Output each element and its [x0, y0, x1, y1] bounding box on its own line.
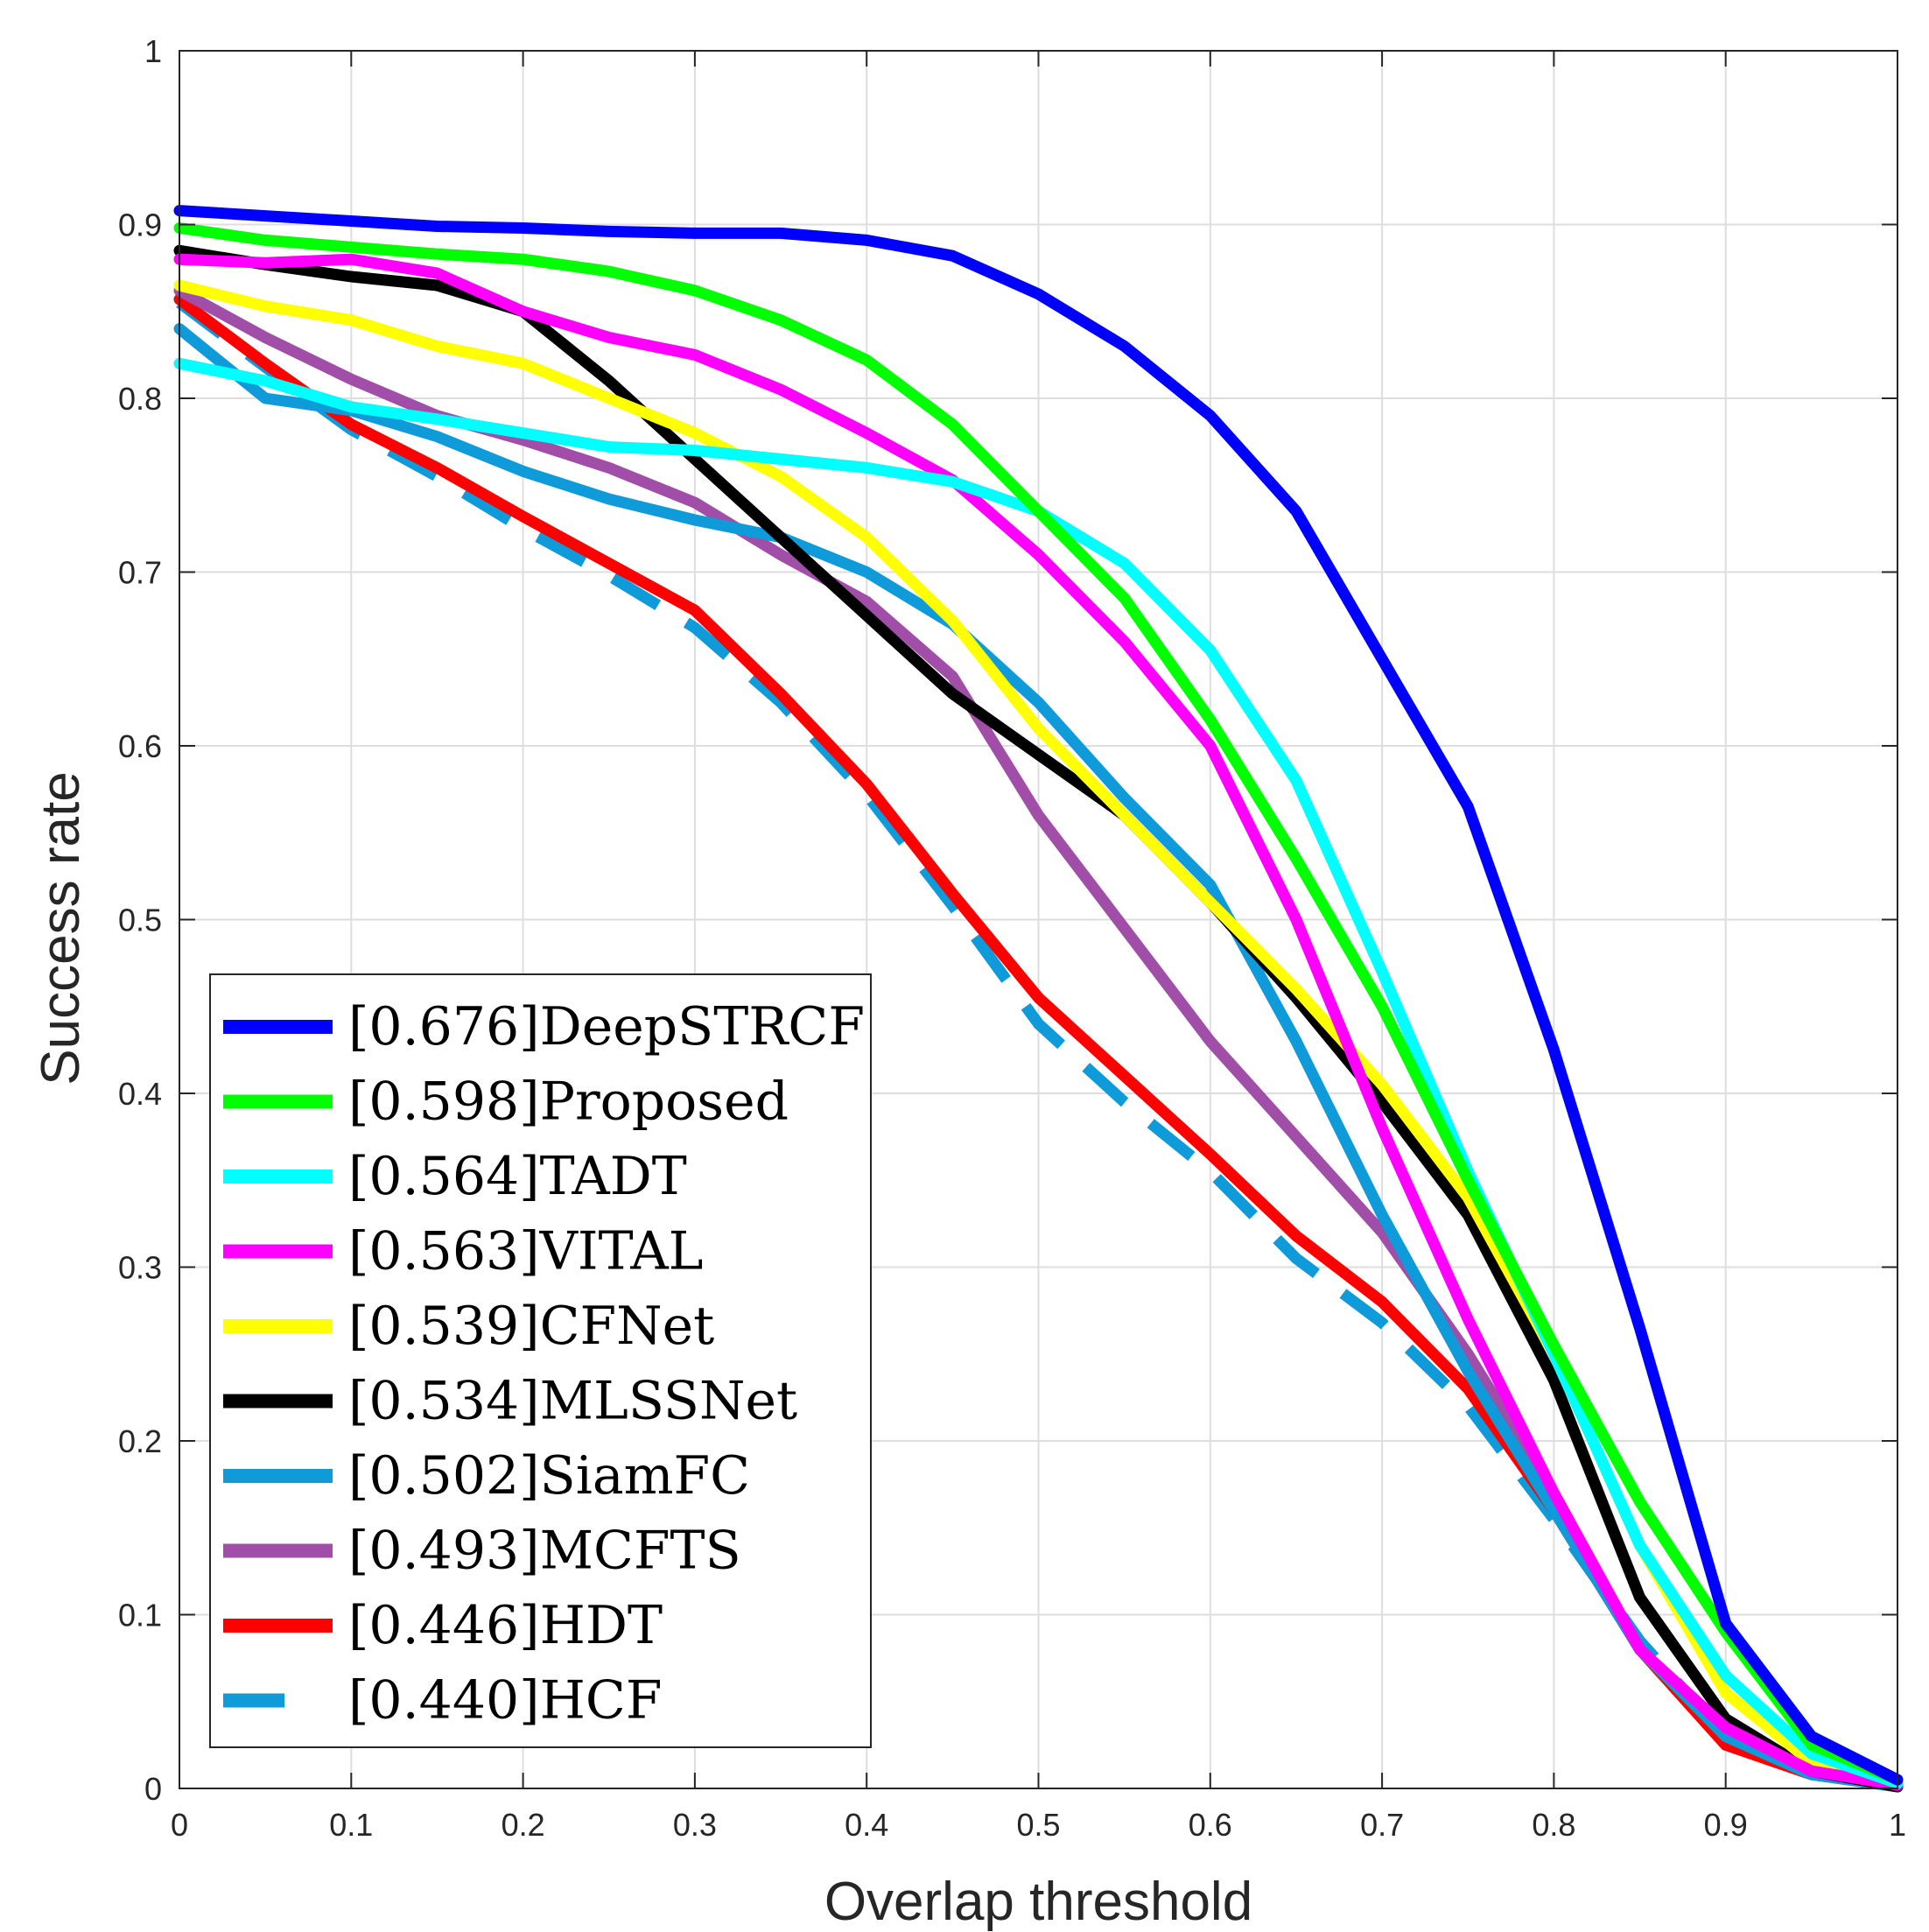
y-tick-label: 0.7	[118, 555, 162, 591]
legend-label-deepstrcf: [0.676]DeepSTRCF	[348, 996, 865, 1057]
legend-label-vital: [0.563]VITAL	[348, 1221, 704, 1282]
y-tick-label: 0.5	[118, 903, 162, 938]
x-tick-label: 0.8	[1532, 1807, 1575, 1843]
x-tick-label: 0.6	[1189, 1807, 1232, 1843]
y-tick-label: 0.8	[118, 381, 162, 417]
series-line-deepstrcf	[173, 205, 1904, 1786]
x-tick-label: 0.7	[1360, 1807, 1404, 1843]
series-line-proposed	[173, 222, 1904, 1786]
legend-label-siamfc: [0.502]SiamFC	[348, 1445, 750, 1507]
x-tick-label: 0	[171, 1807, 188, 1843]
x-tick-label: 1	[1889, 1807, 1906, 1843]
legend-label-cfnet: [0.539]CFNet	[348, 1296, 714, 1357]
y-tick-label: 0.1	[118, 1598, 162, 1633]
x-tick-label: 0.5	[1016, 1807, 1060, 1843]
y-axis-label: Success rate	[31, 771, 91, 1085]
axis-ticks: 0 0.1 0.2 0.3 0.4 0.5 0.6 0.7 0.8 0.9 1 0 0.1 0.2 0.3 0…	[118, 33, 1906, 1843]
x-tick-label: 0.3	[673, 1807, 717, 1843]
series-lines	[173, 205, 1904, 1793]
legend-label-tadt: [0.564]TADT	[348, 1146, 687, 1207]
legend-label-mcfts: [0.493]MCFTS	[348, 1521, 741, 1582]
y-tick-label: 1	[144, 33, 162, 69]
series-line-vital	[173, 253, 1904, 1791]
x-axis-label: Overlap threshold	[824, 1872, 1252, 1932]
x-tick-label: 0.1	[329, 1807, 373, 1843]
legend-label-hcf: [0.440]HCF	[348, 1670, 662, 1732]
series-line-mlssnet	[173, 244, 1904, 1793]
y-tick-label: 0.9	[118, 207, 162, 243]
y-tick-label: 0.3	[118, 1250, 162, 1286]
y-tick-label: 0.2	[118, 1423, 162, 1459]
x-tick-label: 0.2	[502, 1807, 545, 1843]
legend-label-mlssnet: [0.534]MLSSNet	[348, 1371, 797, 1432]
x-tick-label: 0.9	[1704, 1807, 1748, 1843]
legend-label-proposed: [0.598]Proposed	[348, 1071, 789, 1133]
series-line-hcf	[176, 298, 1899, 1793]
y-tick-label: 0.6	[118, 728, 162, 764]
y-tick-label: 0	[144, 1771, 162, 1807]
x-tick-label: 0.4	[845, 1807, 888, 1843]
legend-label-hdt: [0.446]HDT	[348, 1595, 663, 1656]
legend: [0.676]DeepSTRCF [0.598]Proposed [0.564]TA…	[209, 973, 872, 1748]
y-tick-label: 0.4	[118, 1076, 162, 1112]
